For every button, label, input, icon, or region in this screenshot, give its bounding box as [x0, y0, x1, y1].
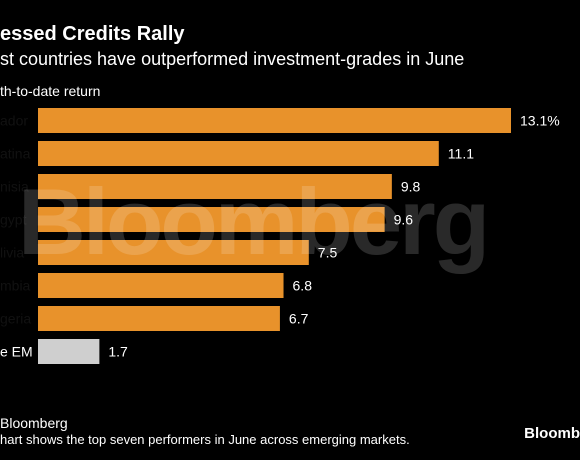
bar-7: [38, 339, 100, 364]
bar-3: [38, 207, 385, 232]
category-label-7: e EM: [0, 344, 33, 360]
value-label-4: 7.5: [318, 245, 338, 261]
value-label-5: 6.8: [293, 278, 313, 294]
category-label-4: livia: [0, 245, 24, 261]
value-label-2: 9.8: [401, 179, 421, 195]
bar-0: [38, 108, 511, 133]
category-label-5: mbia: [0, 278, 31, 294]
footnote: hart shows the top seven performers in J…: [0, 432, 410, 447]
value-label-1: 11.1: [448, 146, 474, 162]
bar-5: [38, 273, 284, 298]
bar-1: [38, 141, 439, 166]
chart-subtitle: st countries have outperformed investmen…: [0, 49, 465, 69]
value-label-3: 9.6: [394, 212, 414, 228]
category-label-2: nisia: [0, 179, 29, 195]
axis-label: th-to-date return: [0, 83, 101, 99]
bar-6: [38, 306, 280, 331]
value-label-6: 6.7: [289, 311, 309, 327]
value-label-0: 13.1%: [520, 113, 560, 129]
bar-4: [38, 240, 309, 265]
bloomberg-logo: Bloomb: [524, 425, 580, 442]
bar-2: [38, 174, 392, 199]
source-note: Bloomberg: [0, 415, 68, 431]
category-label-0: ador: [0, 113, 28, 129]
category-label-3: gypt: [0, 212, 27, 228]
category-label-1: atina: [0, 146, 31, 162]
chart-title: essed Credits Rally: [0, 23, 185, 45]
category-label-6: geria: [0, 311, 31, 327]
value-label-7: 1.7: [108, 344, 128, 360]
